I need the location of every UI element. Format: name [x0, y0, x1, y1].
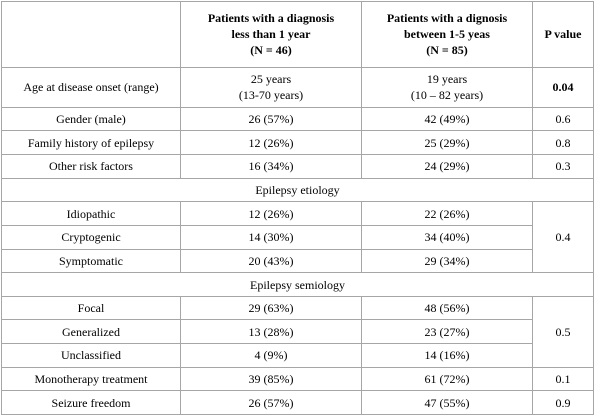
row-seizure-freedom: Seizure freedom 26 (57%) 47 (55%) 0.9 — [1, 390, 594, 415]
row-label: Focal — [1, 295, 181, 321]
section-title: Epilepsy semiology — [1, 272, 594, 297]
cell-col2: 14 (16%) — [361, 343, 533, 368]
cell-col2: 23 (27%) — [361, 319, 533, 345]
row-age-onset: Age at disease onset (range) 25 years (1… — [1, 66, 594, 108]
age-col1-value: 25 years — [250, 72, 292, 87]
row-focal: Focal 29 (63%) 48 (56%) 0.5 — [1, 295, 594, 368]
age-col1-range: (13-70 years) — [238, 88, 304, 103]
cell-col2: 29 (34%) — [361, 248, 533, 274]
cell-p-value: 0.6 — [532, 106, 594, 132]
row-unclassified: Unclassified 4 (9%) 14 (16%) — [1, 343, 594, 368]
row-label: Age at disease onset (range) — [1, 66, 181, 108]
header-col1-line2: less than 1 year — [231, 27, 311, 42]
section-etiology-header: Epilepsy etiology — [1, 177, 594, 203]
cell-col2: 25 (29%) — [361, 130, 533, 156]
header-col1-line3: (N = 46) — [250, 43, 292, 58]
header-row: Patients with a diagnosis less than 1 ye… — [1, 1, 594, 68]
cell-col1: 26 (57%) — [180, 390, 362, 415]
row-monotherapy: Monotherapy treatment 39 (85%) 61 (72%) … — [1, 366, 594, 392]
cell-col2: 42 (49%) — [361, 106, 533, 132]
age-col2-value: 19 years — [426, 72, 468, 87]
row-label: Seizure freedom — [1, 390, 181, 415]
header-col1-line1: Patients with a diagnosis — [207, 11, 335, 26]
cell-col1: 4 (9%) — [180, 343, 362, 368]
cell-col1: 12 (26%) — [180, 130, 362, 156]
cell-col2: 24 (29%) — [361, 154, 533, 179]
cell-col1: 14 (30%) — [180, 224, 362, 250]
cell-p-value: 0.1 — [532, 366, 594, 392]
row-gender: Gender (male) 26 (57%) 42 (49%) 0.6 — [1, 106, 594, 132]
header-col2-line3: (N = 85) — [426, 43, 468, 58]
row-label: Other risk factors — [1, 154, 181, 179]
cell-col1: 20 (43%) — [180, 248, 362, 274]
row-idiopathic: Idiopathic 12 (26%) 22 (26%) 0.4 — [1, 201, 594, 274]
cell-p-value: 0.04 — [532, 66, 594, 108]
header-p-value: P value — [532, 1, 594, 68]
row-other-risk: Other risk factors 16 (34%) 24 (29%) 0.3 — [1, 154, 594, 179]
cell-col1: 29 (63%) — [180, 295, 362, 321]
row-label: Generalized — [1, 319, 181, 345]
row-family-history: Family history of epilepsy 12 (26%) 25 (… — [1, 130, 594, 156]
header-col2-line1: Patients with a dignosis — [386, 11, 508, 26]
section-semiology-header: Epilepsy semiology — [1, 272, 594, 297]
cell-col1: 39 (85%) — [180, 366, 362, 392]
cell-p-value: 0.5 — [532, 295, 594, 368]
cell-col1: 13 (28%) — [180, 319, 362, 345]
cell-p-value: 0.8 — [532, 130, 594, 156]
row-label: Gender (male) — [1, 106, 181, 132]
cell-col2: 22 (26%) — [361, 201, 533, 226]
row-label: Unclassified — [1, 343, 181, 368]
section-title: Epilepsy etiology — [1, 177, 594, 203]
cell-p-value: 0.4 — [532, 201, 594, 274]
cell-col1: 16 (34%) — [180, 154, 362, 179]
header-col-1-5-years: Patients with a dignosis between 1-5 yea… — [361, 1, 533, 68]
row-label: Idiopathic — [1, 201, 181, 226]
cell-col1: 26 (57%) — [180, 106, 362, 132]
row-label: Monotherapy treatment — [1, 366, 181, 392]
header-col2-line2: between 1-5 yeas — [404, 27, 490, 42]
cell-col2: 19 years (10 – 82 years) — [361, 66, 533, 108]
header-empty-cell — [1, 1, 181, 68]
header-col-under-1-year: Patients with a diagnosis less than 1 ye… — [180, 1, 362, 68]
row-cryptogenic: Cryptogenic 14 (30%) 34 (40%) — [1, 224, 594, 250]
row-label: Cryptogenic — [1, 224, 181, 250]
cell-col2: 61 (72%) — [361, 366, 533, 392]
row-symptomatic: Symptomatic 20 (43%) 29 (34%) — [1, 248, 594, 274]
cell-col2: 48 (56%) — [361, 295, 533, 321]
row-generalized: Generalized 13 (28%) 23 (27%) — [1, 319, 594, 345]
row-label: Symptomatic — [1, 248, 181, 274]
cell-col2: 47 (55%) — [361, 390, 533, 415]
age-col2-range: (10 – 82 years) — [410, 88, 484, 103]
cell-col1: 12 (26%) — [180, 201, 362, 226]
cell-p-value: 0.9 — [532, 390, 594, 415]
row-label: Family history of epilepsy — [1, 130, 181, 156]
cell-p-value: 0.3 — [532, 154, 594, 179]
cell-col1: 25 years (13-70 years) — [180, 66, 362, 108]
cell-col2: 34 (40%) — [361, 224, 533, 250]
